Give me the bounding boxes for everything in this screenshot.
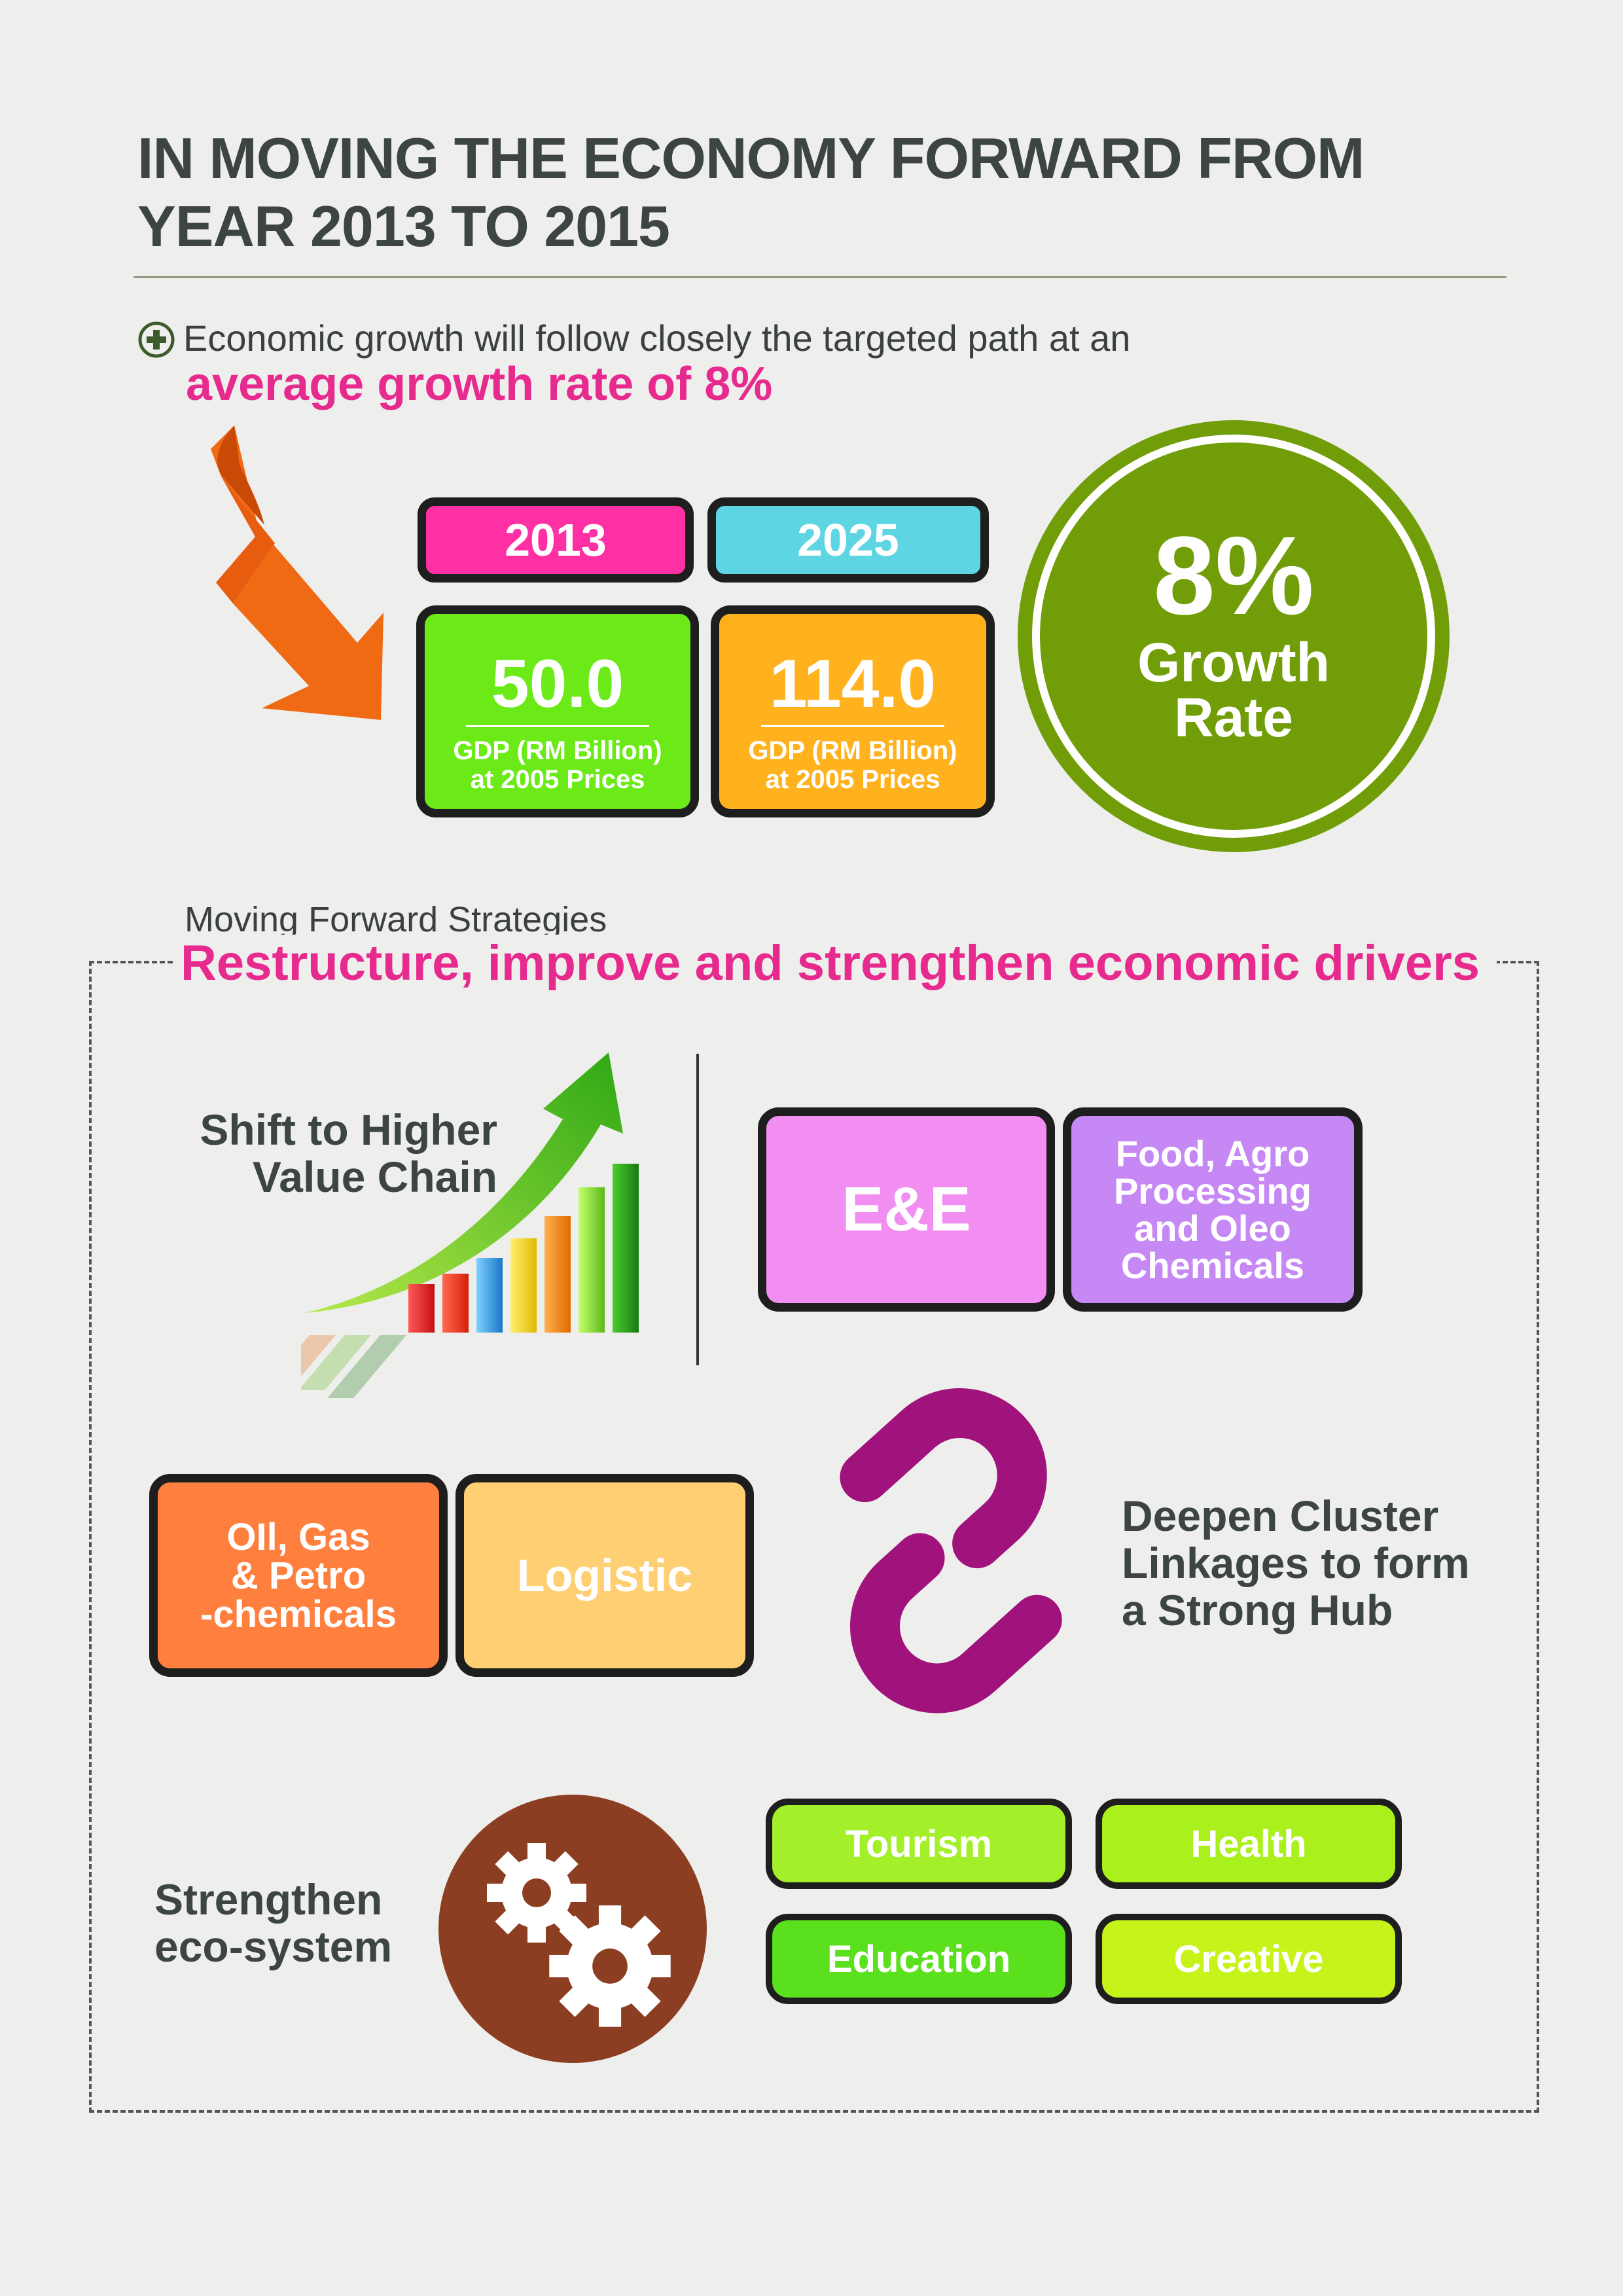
gears-icon bbox=[438, 1795, 707, 2063]
sector-tile-logistic: Logistic bbox=[455, 1474, 754, 1677]
intro-text: Economic growth will follow closely the … bbox=[183, 317, 1131, 359]
vertical-divider bbox=[696, 1054, 699, 1365]
growth-rate-label: Growth Rate bbox=[1018, 635, 1450, 745]
strengthen-ecosystem-label: Strengthen eco-system bbox=[154, 1876, 442, 1970]
gdp-2025-caption-2: at 2005 Prices bbox=[765, 765, 940, 794]
sector-tile-ee: E&E bbox=[758, 1107, 1055, 1312]
gdp-2025-value: 114.0 bbox=[769, 646, 936, 722]
gdp-2013-value: 50.0 bbox=[491, 646, 624, 722]
growth-rate-label-2: Rate bbox=[1173, 687, 1294, 748]
sector-tile-ee-label: E&E bbox=[842, 1174, 971, 1244]
food-line-3: and Oleo bbox=[1134, 1208, 1291, 1249]
food-line-4: Chemicals bbox=[1120, 1245, 1305, 1286]
rising-bar-chart-icon bbox=[301, 1052, 639, 1398]
gdp-2013-caption-1: GDP (RM Billion) bbox=[453, 736, 662, 765]
shift-value-chain-label: Shift to Higher Value Chain bbox=[131, 1106, 497, 1200]
eco-label-1: Strengthen bbox=[154, 1875, 383, 1924]
sector-pill-education: Education bbox=[766, 1914, 1072, 2004]
sector-tile-oil-gas: OIl, Gas & Petro -chemicals bbox=[149, 1474, 448, 1677]
page-title: IN MOVING THE ECONOMY FORWARD FROM YEAR … bbox=[137, 126, 1364, 259]
deepen-label-2: Linkages to form bbox=[1122, 1539, 1470, 1587]
shift-label-1: Shift to Higher bbox=[200, 1105, 497, 1154]
gdp-2025-caption-1: GDP (RM Billion) bbox=[748, 736, 957, 765]
down-right-arrow-icon bbox=[211, 425, 383, 720]
sector-pill-tourism: Tourism bbox=[766, 1799, 1072, 1889]
shift-label-2: Value Chain bbox=[252, 1153, 497, 1201]
eco-label-2: eco-system bbox=[154, 1922, 393, 1971]
deepen-label-1: Deepen Cluster bbox=[1122, 1492, 1439, 1540]
sector-tile-food-agro: Food, Agro Processing and Oleo Chemicals bbox=[1063, 1107, 1363, 1312]
growth-rate-percent: 8% bbox=[1153, 514, 1314, 638]
chain-link-icon bbox=[840, 1388, 1062, 1713]
strategies-heading: Restructure, improve and strengthen econ… bbox=[174, 935, 1497, 992]
sector-pill-creative: Creative bbox=[1096, 1914, 1402, 2004]
sector-pill-health: Health bbox=[1096, 1799, 1402, 1889]
gdp-2013-box: 50.0 GDP (RM Billion) at 2005 Prices bbox=[416, 605, 699, 817]
food-line-2: Processing bbox=[1114, 1170, 1311, 1211]
year-2025-label: 2025 bbox=[707, 497, 989, 583]
food-line-1: Food, Agro bbox=[1115, 1133, 1310, 1174]
plus-circle-icon bbox=[138, 321, 175, 358]
gdp-2013-rule bbox=[466, 725, 649, 727]
gdp-2025-rule bbox=[761, 725, 944, 727]
logistic-label: Logistic bbox=[516, 1550, 693, 1601]
gdp-2013-caption-2: at 2005 Prices bbox=[470, 765, 645, 794]
deepen-cluster-label: Deepen Cluster Linkages to form a Strong… bbox=[1122, 1492, 1527, 1634]
deepen-label-3: a Strong Hub bbox=[1122, 1586, 1393, 1634]
intro-highlight: average growth rate of 8% bbox=[186, 358, 773, 410]
strategies-subtitle: Moving Forward Strategies bbox=[185, 900, 607, 939]
year-2013-label: 2013 bbox=[418, 497, 694, 583]
oil-line-1: OIl, Gas bbox=[226, 1515, 370, 1558]
growth-rate-label-1: Growth bbox=[1137, 632, 1330, 693]
gdp-2025-box: 114.0 GDP (RM Billion) at 2005 Prices bbox=[711, 605, 995, 817]
title-divider bbox=[134, 276, 1507, 278]
oil-line-2: & Petro bbox=[230, 1554, 366, 1597]
oil-line-3: -chemicals bbox=[200, 1592, 397, 1636]
